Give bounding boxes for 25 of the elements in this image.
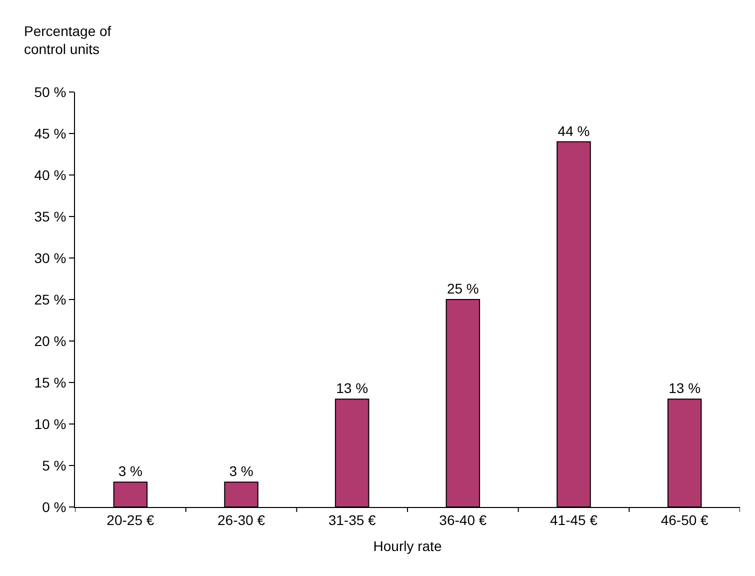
- x-axis-title: Hourly rate: [373, 538, 442, 554]
- data-label: 25 %: [446, 280, 479, 296]
- y-axis-title: Percentage of control units: [24, 23, 112, 58]
- y-tick-label: 20 %: [34, 332, 66, 349]
- x-tick-label: 26-30 €: [218, 512, 266, 528]
- y-tick-label: 10 %: [34, 416, 66, 432]
- y-tick-label: 30 %: [34, 250, 66, 266]
- data-label: 44 %: [558, 122, 590, 139]
- y-tick-label: 5 %: [42, 457, 66, 474]
- y-tick-label: 40 %: [34, 166, 66, 183]
- data-label: 3 %: [229, 463, 254, 480]
- data-label: 13 %: [336, 380, 368, 396]
- y-tick-label: 25 %: [34, 291, 66, 308]
- x-tick-label: 41-45 €: [550, 512, 598, 528]
- x-tick-label: 20-25 €: [106, 512, 154, 528]
- x-tick-label: 46-50 €: [660, 512, 709, 528]
- data-label: 3 %: [118, 463, 142, 480]
- x-tick-label: 36-40 €: [439, 512, 487, 528]
- y-tick-label: 15 %: [34, 374, 66, 390]
- y-tick-label: 50 %: [34, 84, 66, 100]
- y-tick-label: 45 %: [34, 125, 66, 142]
- data-label: 13 %: [668, 380, 701, 396]
- x-tick-label: 31-35 €: [328, 512, 376, 528]
- y-tick-label: 0 %: [42, 498, 66, 515]
- y-tick-label: 35 %: [34, 208, 66, 224]
